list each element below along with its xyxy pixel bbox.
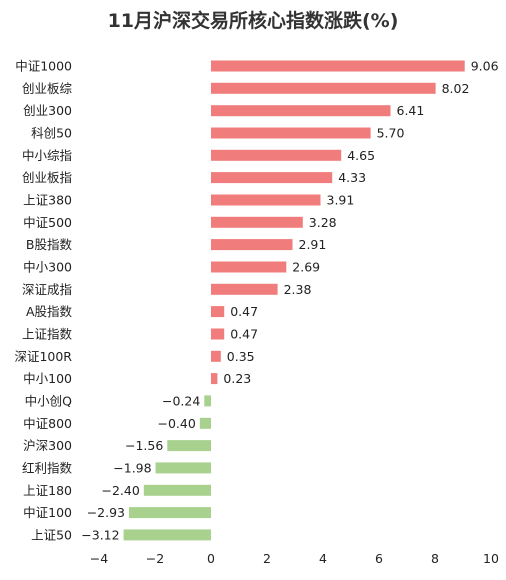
x-tick-label: 4 xyxy=(319,551,327,566)
bar xyxy=(167,440,211,452)
x-tick-label: 2 xyxy=(263,551,271,566)
category-label: 中小100 xyxy=(23,371,72,386)
bar xyxy=(211,373,218,385)
value-label: 0.23 xyxy=(223,371,251,386)
value-label: 3.91 xyxy=(327,193,355,208)
bar xyxy=(143,484,211,496)
bar xyxy=(155,462,211,474)
bar xyxy=(211,306,225,318)
bar xyxy=(199,417,211,429)
bar xyxy=(211,239,293,251)
category-label: 中证100 xyxy=(23,505,72,520)
x-tick-label: 8 xyxy=(431,551,439,566)
bar xyxy=(211,172,333,184)
value-label: 0.47 xyxy=(230,304,258,319)
bar xyxy=(211,194,321,206)
bar xyxy=(123,529,211,541)
value-label: 2.38 xyxy=(284,282,312,297)
bar xyxy=(211,261,287,273)
bar xyxy=(211,328,225,340)
category-label: B股指数 xyxy=(26,237,73,252)
value-label: 2.69 xyxy=(292,260,320,275)
value-label: −1.98 xyxy=(113,460,151,475)
value-label: 6.41 xyxy=(397,103,425,118)
category-label: 上证380 xyxy=(23,193,72,208)
value-label: 5.70 xyxy=(377,126,405,141)
category-label: 中小创Q xyxy=(25,393,73,408)
value-label: 3.28 xyxy=(309,215,337,230)
bar xyxy=(129,507,211,519)
value-label: −0.40 xyxy=(157,416,195,431)
category-label: 沪深300 xyxy=(23,438,72,453)
x-tick-label: 6 xyxy=(375,551,383,566)
x-tick-label: 10 xyxy=(483,551,499,566)
value-label: −3.12 xyxy=(81,527,119,542)
category-label: 创业板综 xyxy=(22,81,73,96)
x-tick-label: −4 xyxy=(90,551,108,566)
category-label: 深证成指 xyxy=(22,282,72,297)
value-label: 8.02 xyxy=(442,81,470,96)
value-label: 4.65 xyxy=(347,148,375,163)
bar xyxy=(211,149,342,161)
category-label: 中证800 xyxy=(23,416,72,431)
x-tick-label: −2 xyxy=(146,551,164,566)
bar xyxy=(211,127,371,139)
bar xyxy=(211,350,221,362)
bar xyxy=(211,283,278,295)
bar xyxy=(211,216,303,228)
category-label: A股指数 xyxy=(26,304,73,319)
category-label: 创业板指 xyxy=(22,170,72,185)
category-label: 创业300 xyxy=(23,103,72,118)
bar xyxy=(204,395,211,407)
value-label: 4.33 xyxy=(338,170,366,185)
bar xyxy=(211,82,436,94)
category-label: 红利指数 xyxy=(22,460,73,475)
category-label: 中小综指 xyxy=(22,148,72,163)
bar xyxy=(211,60,465,72)
value-label: 9.06 xyxy=(471,59,499,74)
value-label: 0.35 xyxy=(227,349,255,364)
category-label: 科创50 xyxy=(31,126,72,141)
value-label: −2.40 xyxy=(101,483,139,498)
category-label: 深证100R xyxy=(14,349,72,364)
category-label: 上证180 xyxy=(23,483,72,498)
value-label: −2.93 xyxy=(87,505,125,520)
value-label: 0.47 xyxy=(230,327,258,342)
category-label: 中证500 xyxy=(23,215,72,230)
category-label: 中小300 xyxy=(23,260,72,275)
category-label: 上证指数 xyxy=(22,327,73,342)
value-label: 2.91 xyxy=(299,237,327,252)
chart-title: 11月沪深交易所核心指数涨跌(%) xyxy=(107,10,399,32)
category-label: 中证1000 xyxy=(15,59,72,74)
value-label: −0.24 xyxy=(162,393,200,408)
value-label: −1.56 xyxy=(125,438,163,453)
category-label: 上证50 xyxy=(31,527,72,542)
bar xyxy=(211,105,391,117)
x-tick-label: 0 xyxy=(207,551,215,566)
